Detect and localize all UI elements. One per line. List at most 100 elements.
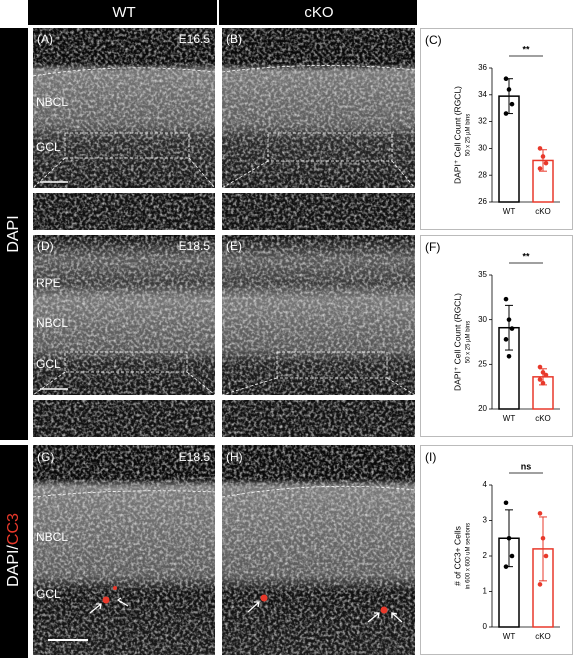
y-axis-label: # of CC3+ Cells bbox=[452, 526, 462, 586]
data-point bbox=[503, 76, 509, 82]
error-bar bbox=[505, 304, 513, 351]
layer-label: RPE bbox=[36, 276, 61, 290]
x-tick-label: WT bbox=[503, 632, 516, 641]
y-tick-label: 0 bbox=[483, 622, 488, 631]
panel-label: (E) bbox=[226, 239, 242, 253]
x-tick-label: WT bbox=[503, 414, 516, 423]
y-tick-label: 25 bbox=[478, 359, 487, 368]
data-point bbox=[506, 535, 512, 541]
zoom-box bbox=[267, 132, 393, 162]
layer-label: GCL bbox=[36, 140, 61, 154]
x-tick-label: cKO bbox=[535, 632, 551, 641]
cc3-cell bbox=[113, 586, 117, 590]
data-point bbox=[537, 511, 543, 516]
y-tick-label: 1 bbox=[483, 587, 488, 596]
data-point bbox=[506, 353, 512, 359]
column-header: cKO bbox=[304, 4, 333, 21]
y-tick-label: 3 bbox=[483, 516, 488, 525]
data-point bbox=[537, 582, 543, 587]
significance-label: ** bbox=[522, 251, 530, 261]
data-point bbox=[509, 553, 515, 559]
layer-label: GCL bbox=[36, 357, 61, 371]
data-point bbox=[540, 380, 546, 386]
panel-label: (D) bbox=[37, 239, 54, 253]
x-tick-label: cKO bbox=[535, 207, 551, 216]
micrographs bbox=[33, 28, 415, 655]
data-point bbox=[503, 500, 509, 506]
data-point bbox=[503, 564, 509, 569]
data-point bbox=[540, 535, 546, 541]
panel-labels: (A) E16.5 NBCL GCL (B) (D) E18.5 RPE NBC… bbox=[36, 32, 243, 601]
y-tick-label: 32 bbox=[478, 117, 487, 126]
error-bar bbox=[539, 516, 547, 582]
data-point bbox=[537, 166, 543, 171]
panel-label: (F) bbox=[425, 240, 440, 254]
y-tick-label: 36 bbox=[478, 63, 487, 72]
cc3-cell bbox=[260, 594, 268, 602]
boundary bbox=[221, 65, 416, 73]
row-label-part: CC3 bbox=[5, 513, 22, 545]
arrow bbox=[89, 597, 403, 623]
header-bar bbox=[28, 0, 417, 25]
data-point bbox=[540, 154, 546, 159]
zoom-box bbox=[276, 351, 388, 379]
y-tick-label: 30 bbox=[478, 315, 487, 324]
y-axis-label: DAPI⁺ Cell Count (RGCL) bbox=[452, 293, 462, 391]
y-tick-label: 30 bbox=[478, 144, 487, 153]
data-point bbox=[540, 370, 546, 375]
panel-label: (G) bbox=[37, 450, 54, 464]
layer-label: NBCL bbox=[36, 95, 68, 109]
panel-label: (C) bbox=[425, 33, 442, 47]
cc3-cell bbox=[380, 606, 388, 614]
data-point bbox=[537, 364, 543, 370]
annotations bbox=[32, 65, 416, 641]
data-point bbox=[543, 372, 549, 378]
panel-label: (A) bbox=[37, 32, 53, 46]
zoom-guide bbox=[32, 157, 416, 189]
data-point bbox=[543, 160, 549, 166]
y-axis-sublabel: in 600 x 600 uM sections bbox=[466, 523, 472, 589]
side-bar bbox=[0, 28, 28, 440]
row-label: DAPI bbox=[5, 215, 22, 252]
boundary bbox=[32, 490, 216, 498]
texture bbox=[33, 28, 415, 655]
data-point bbox=[509, 326, 515, 331]
y-tick-label: 26 bbox=[478, 197, 487, 206]
significance-label: ns bbox=[521, 461, 532, 471]
boundary bbox=[32, 67, 216, 77]
row-label: DAPI/CC3 bbox=[5, 513, 22, 587]
y-tick-label: 34 bbox=[478, 90, 487, 99]
cc3-cell bbox=[102, 596, 110, 604]
data-point bbox=[537, 377, 543, 382]
boundary bbox=[221, 485, 416, 498]
stage-label: E16.5 bbox=[179, 32, 211, 46]
data-point bbox=[503, 337, 509, 342]
panel-label: (I) bbox=[425, 450, 436, 464]
data-point bbox=[537, 146, 543, 151]
y-tick-label: 35 bbox=[478, 270, 487, 279]
panel-label: (H) bbox=[226, 450, 243, 464]
x-tick-label: cKO bbox=[535, 414, 551, 423]
significance-label: ** bbox=[522, 44, 530, 54]
data-point bbox=[543, 553, 549, 559]
y-axis-sublabel: 50 x 25 µM bins bbox=[466, 114, 472, 156]
layer-label: GCL bbox=[36, 587, 61, 601]
x-tick-label: WT bbox=[503, 207, 516, 216]
zoom-box bbox=[64, 351, 188, 373]
data-point bbox=[506, 317, 512, 322]
data-point bbox=[506, 87, 512, 92]
column-header: WT bbox=[112, 4, 135, 21]
data-point bbox=[503, 111, 509, 116]
y-tick-label: 28 bbox=[478, 170, 487, 179]
data-point bbox=[503, 296, 509, 302]
y-axis-label: DAPI⁺ Cell Count (RGCL) bbox=[452, 86, 462, 184]
stage-label: E18.5 bbox=[179, 239, 211, 253]
side-bar bbox=[0, 445, 28, 658]
y-tick-label: 20 bbox=[478, 404, 487, 413]
panel-label: (B) bbox=[226, 32, 242, 46]
layer-label: NBCL bbox=[36, 316, 68, 330]
y-tick-label: 2 bbox=[483, 551, 488, 560]
stage-label: E18.5 bbox=[179, 450, 211, 464]
